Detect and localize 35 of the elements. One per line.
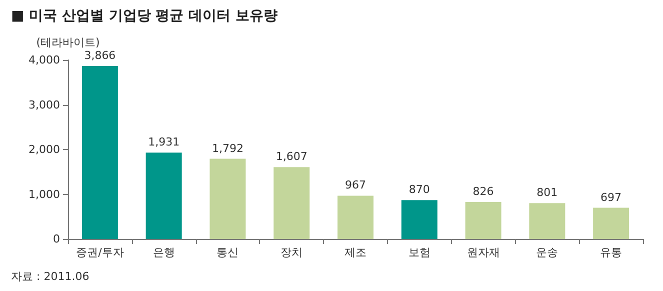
data-label: 801 bbox=[536, 186, 558, 200]
y-tick-label: 2,000 bbox=[28, 143, 60, 156]
bar bbox=[401, 200, 438, 239]
x-tick-label: 통신 bbox=[216, 246, 239, 259]
bar bbox=[465, 202, 502, 239]
data-label: 826 bbox=[472, 185, 494, 198]
x-tick-label: 제조 bbox=[344, 246, 366, 259]
data-label: 1,792 bbox=[212, 142, 244, 155]
bar bbox=[210, 158, 246, 239]
bar bbox=[146, 152, 182, 239]
x-tick-label: 증권/투자 bbox=[76, 246, 124, 259]
data-label: 1,931 bbox=[148, 136, 180, 149]
data-label: 870 bbox=[408, 183, 430, 196]
x-tick-label: 장치 bbox=[280, 246, 303, 259]
bar bbox=[274, 167, 310, 239]
x-tick-label: 유통 bbox=[600, 246, 622, 259]
x-tick-label: 운송 bbox=[536, 246, 558, 259]
x-tick-label: 원자재 bbox=[466, 246, 500, 259]
bar bbox=[529, 203, 566, 239]
bar bbox=[82, 66, 118, 239]
y-tick-label: 0 bbox=[53, 232, 60, 246]
bar bbox=[593, 208, 630, 239]
chart-title: ■ 미국 산업별 기업당 평균 데이터 보유량 bbox=[11, 8, 278, 24]
y-tick-label: 3,000 bbox=[28, 98, 60, 112]
x-tick-label: 보험 bbox=[408, 246, 430, 259]
data-label: 967 bbox=[345, 178, 366, 192]
data-label: 1,607 bbox=[276, 150, 308, 164]
data-label: 3,866 bbox=[84, 48, 116, 62]
y-tick-label: 4,000 bbox=[28, 54, 60, 66]
y-axis-title: (테라바이트) bbox=[36, 36, 100, 49]
data-label: 697 bbox=[600, 190, 622, 204]
y-tick-label: 1,000 bbox=[28, 188, 60, 201]
x-tick-label: 은행 bbox=[152, 246, 175, 259]
text: 자료 : 2011.06 bbox=[11, 270, 90, 283]
bar bbox=[338, 196, 374, 239]
